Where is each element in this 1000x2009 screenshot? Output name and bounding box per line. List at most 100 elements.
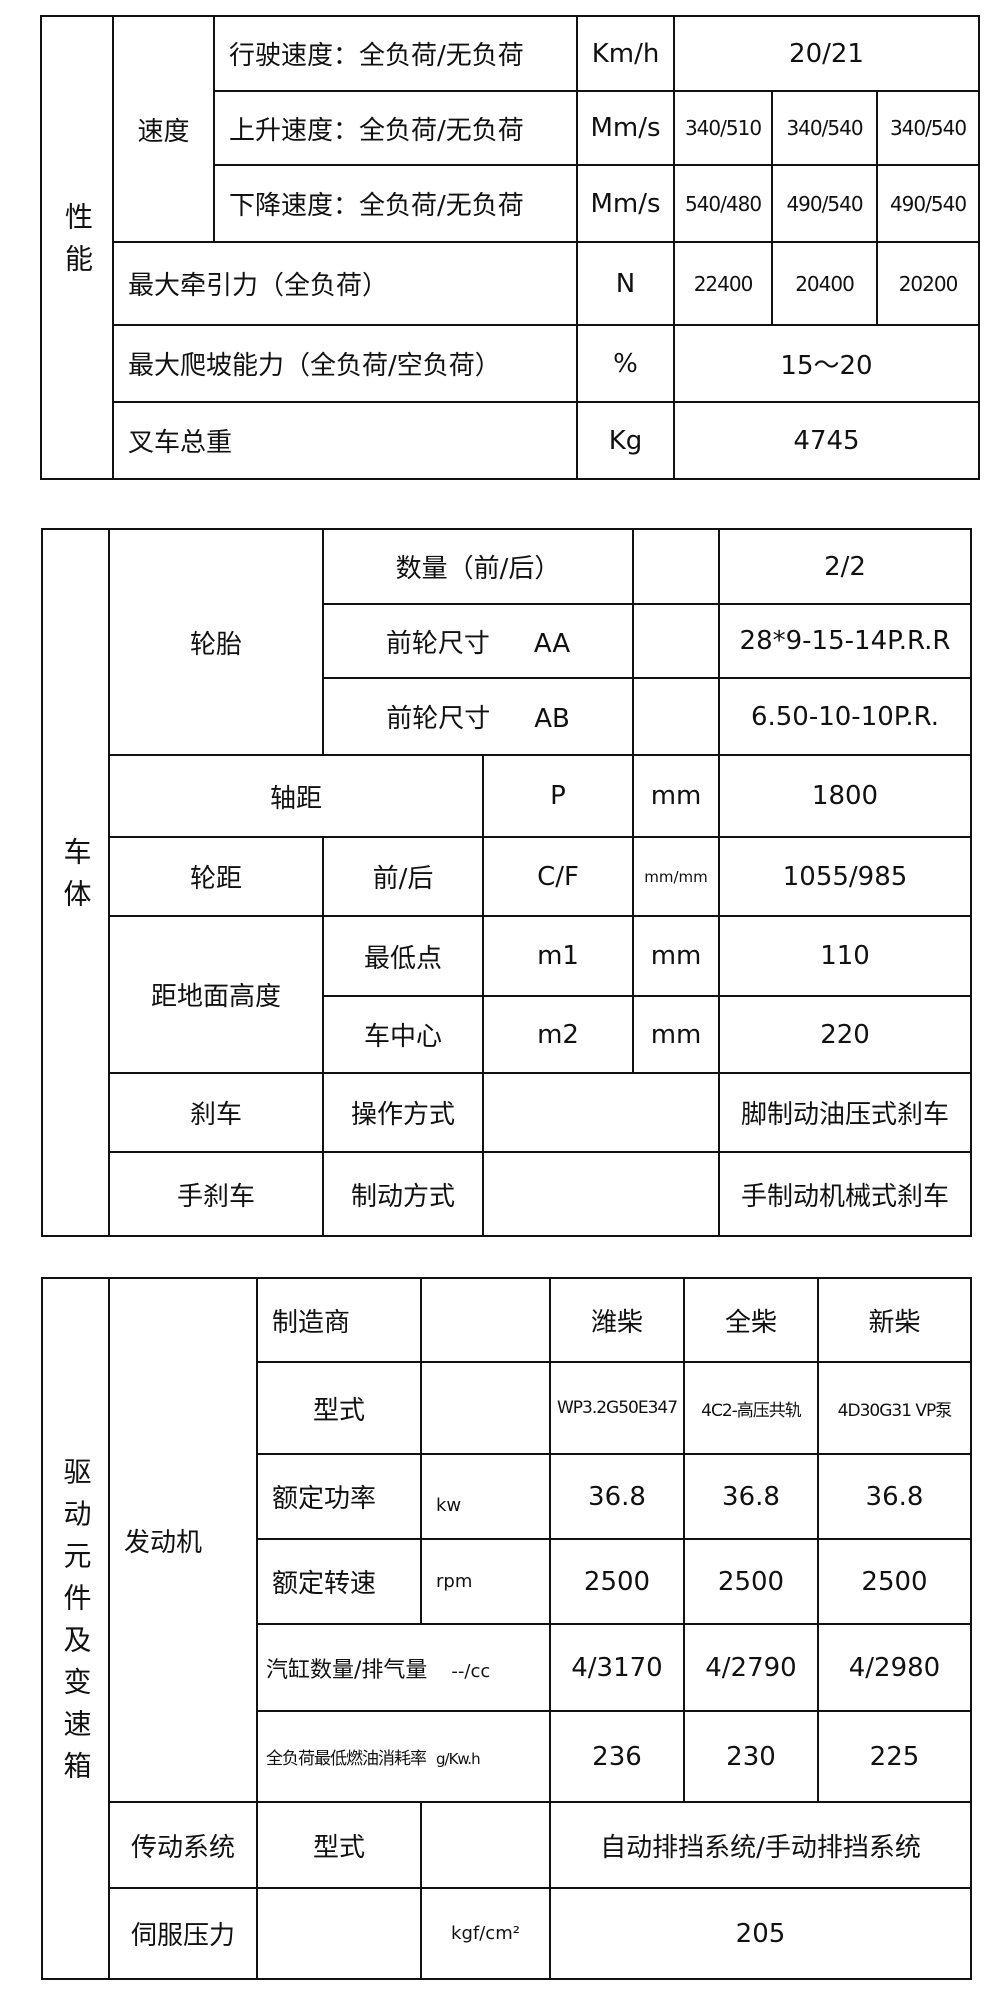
engine-label: 发动机 bbox=[108, 1277, 258, 1803]
value: 340/540 bbox=[771, 90, 878, 166]
empty-cell bbox=[420, 1361, 551, 1455]
value: 22400 bbox=[673, 241, 773, 326]
speed-group-label: 速度 bbox=[112, 15, 215, 243]
empty-cell bbox=[632, 677, 721, 756]
drive-table: 驱动元件及变速箱 发动机 制造商 潍柴 全柴 新柴 型式 WP3.2G50E34… bbox=[41, 1277, 972, 1980]
sub-label: 车中心 bbox=[322, 995, 484, 1074]
value: 15～20 bbox=[673, 324, 980, 403]
value: 潍柴 bbox=[549, 1277, 685, 1363]
value: 340/540 bbox=[876, 90, 980, 166]
row-label: 叉车总重 bbox=[112, 401, 578, 480]
empty-cell bbox=[632, 528, 721, 605]
body-table: 车体 轮胎 数量（前/后） 2/2 前轮尺寸 AA 28*9-15-14P.R.R… bbox=[41, 528, 973, 1237]
code: P bbox=[481, 754, 635, 838]
section-label: 性能 bbox=[40, 15, 114, 480]
empty-cell bbox=[481, 1151, 721, 1237]
unit: Mm/s bbox=[576, 164, 675, 243]
row-label: 距地面高度 bbox=[108, 915, 324, 1074]
value: 490/540 bbox=[771, 164, 878, 243]
empty-cell bbox=[632, 603, 721, 679]
value: 230 bbox=[683, 1710, 819, 1803]
performance-table: 性能 速度 行驶速度：全负荷/无负荷 Km/h 20/21 上升速度：全负荷/无… bbox=[40, 15, 980, 480]
row-label: 上升速度：全负荷/无负荷 bbox=[213, 90, 578, 166]
row-label: 制造商 bbox=[256, 1277, 422, 1363]
value: 20/21 bbox=[673, 15, 980, 92]
unit: kgf/cm² bbox=[420, 1887, 551, 1980]
value: 新柴 bbox=[817, 1277, 972, 1363]
value: 4/2980 bbox=[817, 1623, 972, 1712]
sub-label: 操作方式 bbox=[322, 1072, 484, 1153]
value: 4745 bbox=[673, 401, 980, 480]
unit: N bbox=[576, 241, 675, 326]
unit: Mm/s bbox=[576, 90, 675, 166]
value: 205 bbox=[549, 1887, 972, 1980]
empty-cell bbox=[420, 1801, 551, 1889]
value: 6.50-10-10P.R. bbox=[718, 677, 973, 756]
value: 236 bbox=[549, 1710, 685, 1803]
value: 340/510 bbox=[673, 90, 773, 166]
sub-label: 制动方式 bbox=[322, 1151, 484, 1237]
value: 2/2 bbox=[718, 528, 973, 605]
value: 225 bbox=[817, 1710, 972, 1803]
row-label: 轮距 bbox=[108, 836, 324, 917]
value: 1800 bbox=[718, 754, 973, 838]
row-label: 数量（前/后） bbox=[321, 528, 635, 605]
empty-cell bbox=[256, 1887, 422, 1980]
row-label: 汽缸数量/排气量 --/cc bbox=[256, 1623, 551, 1712]
code: m1 bbox=[481, 915, 635, 997]
value: 2500 bbox=[549, 1538, 685, 1625]
row-label: 最大爬坡能力（全负荷/空负荷） bbox=[112, 324, 578, 403]
row-label: 型式 bbox=[256, 1361, 422, 1455]
row-label: 前轮尺寸 AB bbox=[321, 677, 635, 756]
row-label: 全负荷最低燃油消耗率 g/Kw.h bbox=[256, 1710, 551, 1803]
row-label: 额定转速 bbox=[256, 1538, 422, 1625]
value: 220 bbox=[718, 995, 973, 1074]
row-label: 刹车 bbox=[108, 1072, 324, 1153]
value: 28*9-15-14P.R.R bbox=[718, 603, 973, 679]
row-label: 手刹车 bbox=[108, 1151, 324, 1237]
unit: rpm bbox=[420, 1538, 551, 1625]
unit: Km/h bbox=[576, 15, 675, 92]
row-label: 下降速度：全负荷/无负荷 bbox=[213, 164, 578, 243]
value: 36.8 bbox=[549, 1453, 685, 1540]
row-label: 行驶速度：全负荷/无负荷 bbox=[213, 15, 578, 92]
empty-cell bbox=[420, 1277, 551, 1363]
row-label: 轴距 bbox=[108, 754, 484, 838]
value: 36.8 bbox=[683, 1453, 819, 1540]
value: 脚制动油压式刹车 bbox=[718, 1072, 973, 1153]
value: 1055/985 bbox=[718, 836, 973, 917]
value: 手制动机械式刹车 bbox=[718, 1151, 973, 1237]
row-label: 额定功率 bbox=[256, 1453, 422, 1540]
value: 4D30G31 VP泵 bbox=[817, 1361, 972, 1455]
value: 20400 bbox=[771, 241, 878, 326]
value: 自动排挡系统/手动排挡系统 bbox=[549, 1801, 972, 1889]
value: WP3.2G50E347 bbox=[549, 1361, 685, 1455]
value: 110 bbox=[718, 915, 973, 997]
value: 2500 bbox=[817, 1538, 972, 1625]
value: 4/3170 bbox=[549, 1623, 685, 1712]
section-label: 驱动元件及变速箱 bbox=[41, 1277, 110, 1980]
unit: mm/mm bbox=[632, 836, 721, 917]
section-label: 车体 bbox=[41, 528, 110, 1237]
sub-label: 前/后 bbox=[322, 836, 484, 917]
value: 490/540 bbox=[876, 164, 980, 243]
sub-label: 型式 bbox=[256, 1801, 422, 1889]
value: 全柴 bbox=[683, 1277, 819, 1363]
value: 4C2-高压共轨 bbox=[683, 1361, 819, 1455]
value: 4/2790 bbox=[683, 1623, 819, 1712]
row-label: 前轮尺寸 AA bbox=[321, 603, 635, 679]
tire-label: 轮胎 bbox=[108, 528, 324, 756]
unit: kw bbox=[420, 1453, 551, 1540]
code: m2 bbox=[481, 995, 635, 1074]
code: C/F bbox=[481, 836, 635, 917]
sub-label: 最低点 bbox=[322, 915, 484, 997]
unit: mm bbox=[632, 915, 721, 997]
value: 20200 bbox=[876, 241, 980, 326]
row-label: 伺服压力 bbox=[108, 1887, 258, 1980]
empty-cell bbox=[481, 1072, 721, 1153]
unit: % bbox=[576, 324, 675, 403]
value: 540/480 bbox=[673, 164, 773, 243]
unit: mm bbox=[632, 754, 721, 838]
unit: mm bbox=[632, 995, 721, 1074]
row-label: 最大牵引力（全负荷） bbox=[112, 241, 578, 326]
